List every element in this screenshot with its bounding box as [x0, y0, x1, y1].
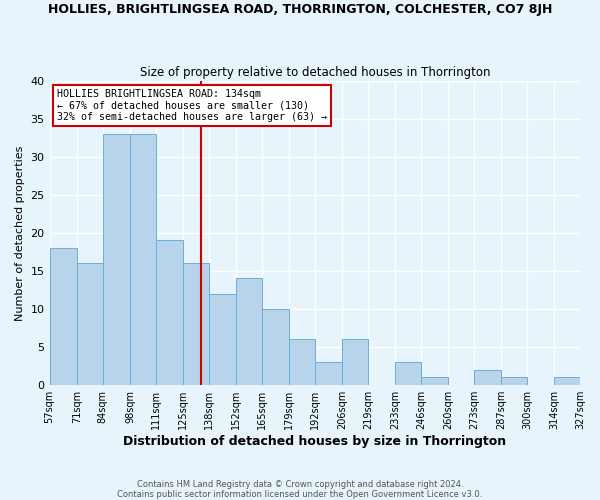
- Bar: [209, 294, 236, 384]
- Bar: [183, 263, 209, 384]
- Text: Contains HM Land Registry data © Crown copyright and database right 2024.
Contai: Contains HM Land Registry data © Crown c…: [118, 480, 482, 499]
- Bar: [421, 377, 448, 384]
- Bar: [77, 263, 103, 384]
- Bar: [342, 339, 368, 384]
- Bar: [130, 134, 155, 384]
- Bar: [502, 377, 527, 384]
- Bar: [315, 362, 342, 384]
- Bar: [236, 278, 262, 384]
- Bar: [262, 309, 289, 384]
- Text: HOLLIES BRIGHTLINGSEA ROAD: 134sqm
← 67% of detached houses are smaller (130)
32: HOLLIES BRIGHTLINGSEA ROAD: 134sqm ← 67%…: [58, 88, 328, 122]
- X-axis label: Distribution of detached houses by size in Thorrington: Distribution of detached houses by size …: [123, 434, 506, 448]
- Bar: [155, 240, 183, 384]
- Bar: [554, 377, 580, 384]
- Bar: [395, 362, 421, 384]
- Bar: [474, 370, 502, 384]
- Bar: [103, 134, 130, 384]
- Title: Size of property relative to detached houses in Thorrington: Size of property relative to detached ho…: [140, 66, 490, 78]
- Bar: [289, 339, 315, 384]
- Text: HOLLIES, BRIGHTLINGSEA ROAD, THORRINGTON, COLCHESTER, CO7 8JH: HOLLIES, BRIGHTLINGSEA ROAD, THORRINGTON…: [48, 2, 552, 16]
- Y-axis label: Number of detached properties: Number of detached properties: [15, 145, 25, 320]
- Bar: [50, 248, 77, 384]
